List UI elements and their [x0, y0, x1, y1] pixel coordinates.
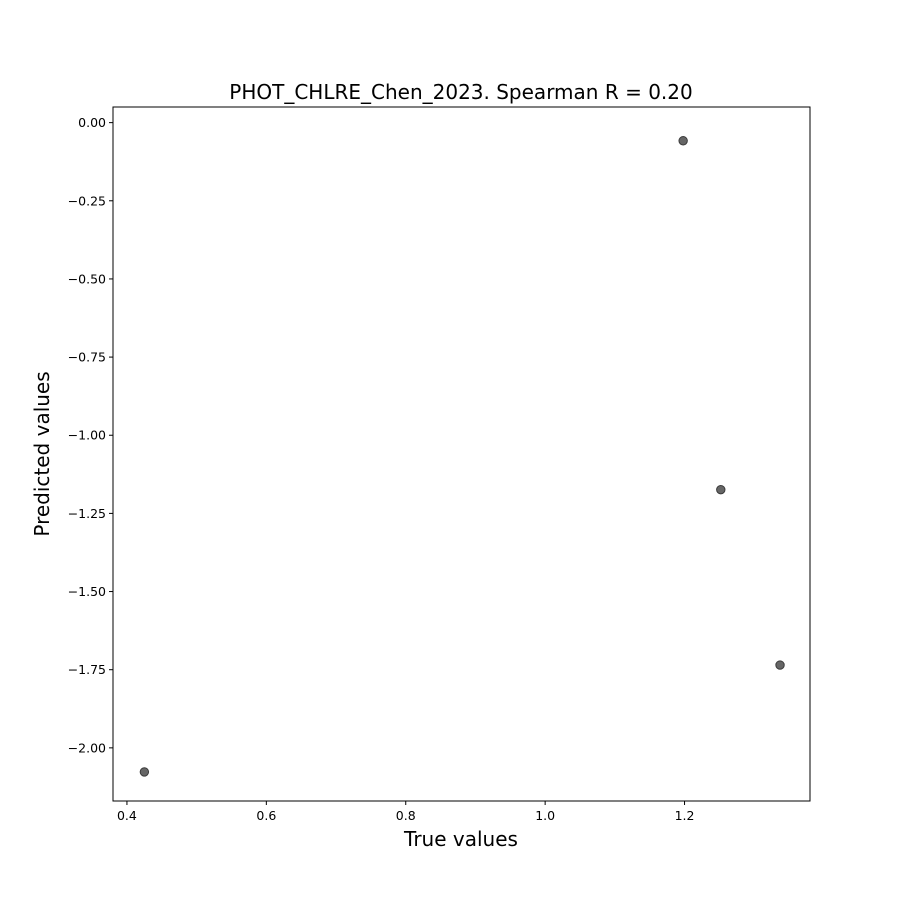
- y-tick-label: −0.50: [68, 271, 106, 286]
- data-points: [139, 136, 785, 777]
- data-point: [775, 660, 785, 670]
- y-tick-label: −1.25: [68, 506, 106, 521]
- plot-area: 0.4 0.6 0.8 1.0 1.2 0.00 −0.25 −0.50 −0.75 −1.00…: [68, 106, 811, 823]
- y-tick-label: −0.25: [68, 193, 106, 208]
- data-point: [139, 767, 150, 777]
- x-axis-label: True values: [403, 827, 518, 851]
- data-point: [678, 136, 688, 146]
- y-tick-label: −1.00: [68, 428, 106, 443]
- x-tick-label: 0.6: [256, 808, 276, 823]
- y-axis: 0.00 −0.25 −0.50 −0.75 −1.00 −1.25 −1.50 −1.75 −…: [68, 115, 113, 755]
- y-axis-label: Predicted values: [30, 371, 54, 536]
- y-tick-label: −0.75: [68, 350, 106, 365]
- x-tick-label: 0.4: [117, 808, 137, 823]
- x-axis: 0.4 0.6 0.8 1.0 1.2: [117, 801, 694, 823]
- x-tick-label: 1.2: [675, 808, 695, 823]
- axes-frame: [112, 106, 811, 802]
- chart-title: PHOT_CHLRE_Chen_2023. Spearman R = 0.20: [229, 80, 692, 104]
- y-tick-label: −1.50: [68, 584, 106, 599]
- data-point: [716, 484, 726, 495]
- y-tick-label: 0.00: [78, 115, 106, 130]
- x-tick-label: 0.8: [396, 808, 416, 823]
- y-tick-label: −1.75: [68, 662, 106, 677]
- y-tick-label: −2.00: [68, 740, 106, 755]
- x-tick-label: 1.0: [535, 808, 555, 823]
